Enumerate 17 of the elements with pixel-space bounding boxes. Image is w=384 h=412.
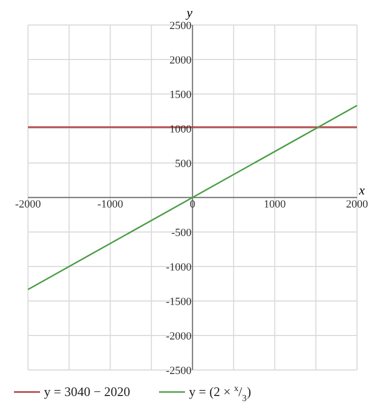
y-tick-label: 500 [175, 158, 192, 170]
y-tick-label: 1500 [170, 89, 192, 101]
x-tick-label: 1000 [264, 198, 286, 210]
y-axis-title: y [184, 5, 193, 20]
y-tick-label: -1000 [166, 262, 192, 274]
x-axis-title: x [358, 182, 365, 198]
y-tick-label: -2500 [166, 365, 192, 377]
y-tick-label: 2000 [170, 54, 192, 66]
legend-label: y = (2 × $^{x}$/$_{3}$) [189, 383, 252, 403]
legend-label: y = 3040 − 2020 [44, 384, 130, 399]
x-tick-label: 2000 [346, 198, 368, 210]
y-tick-label: -2000 [166, 330, 192, 342]
y-tick-label: 2500 [170, 20, 192, 32]
y-tick-label: -1500 [166, 296, 192, 308]
x-tick-label: -2000 [15, 198, 42, 210]
x-tick-label: -1000 [97, 198, 124, 210]
y-tick-label: -500 [171, 227, 192, 239]
